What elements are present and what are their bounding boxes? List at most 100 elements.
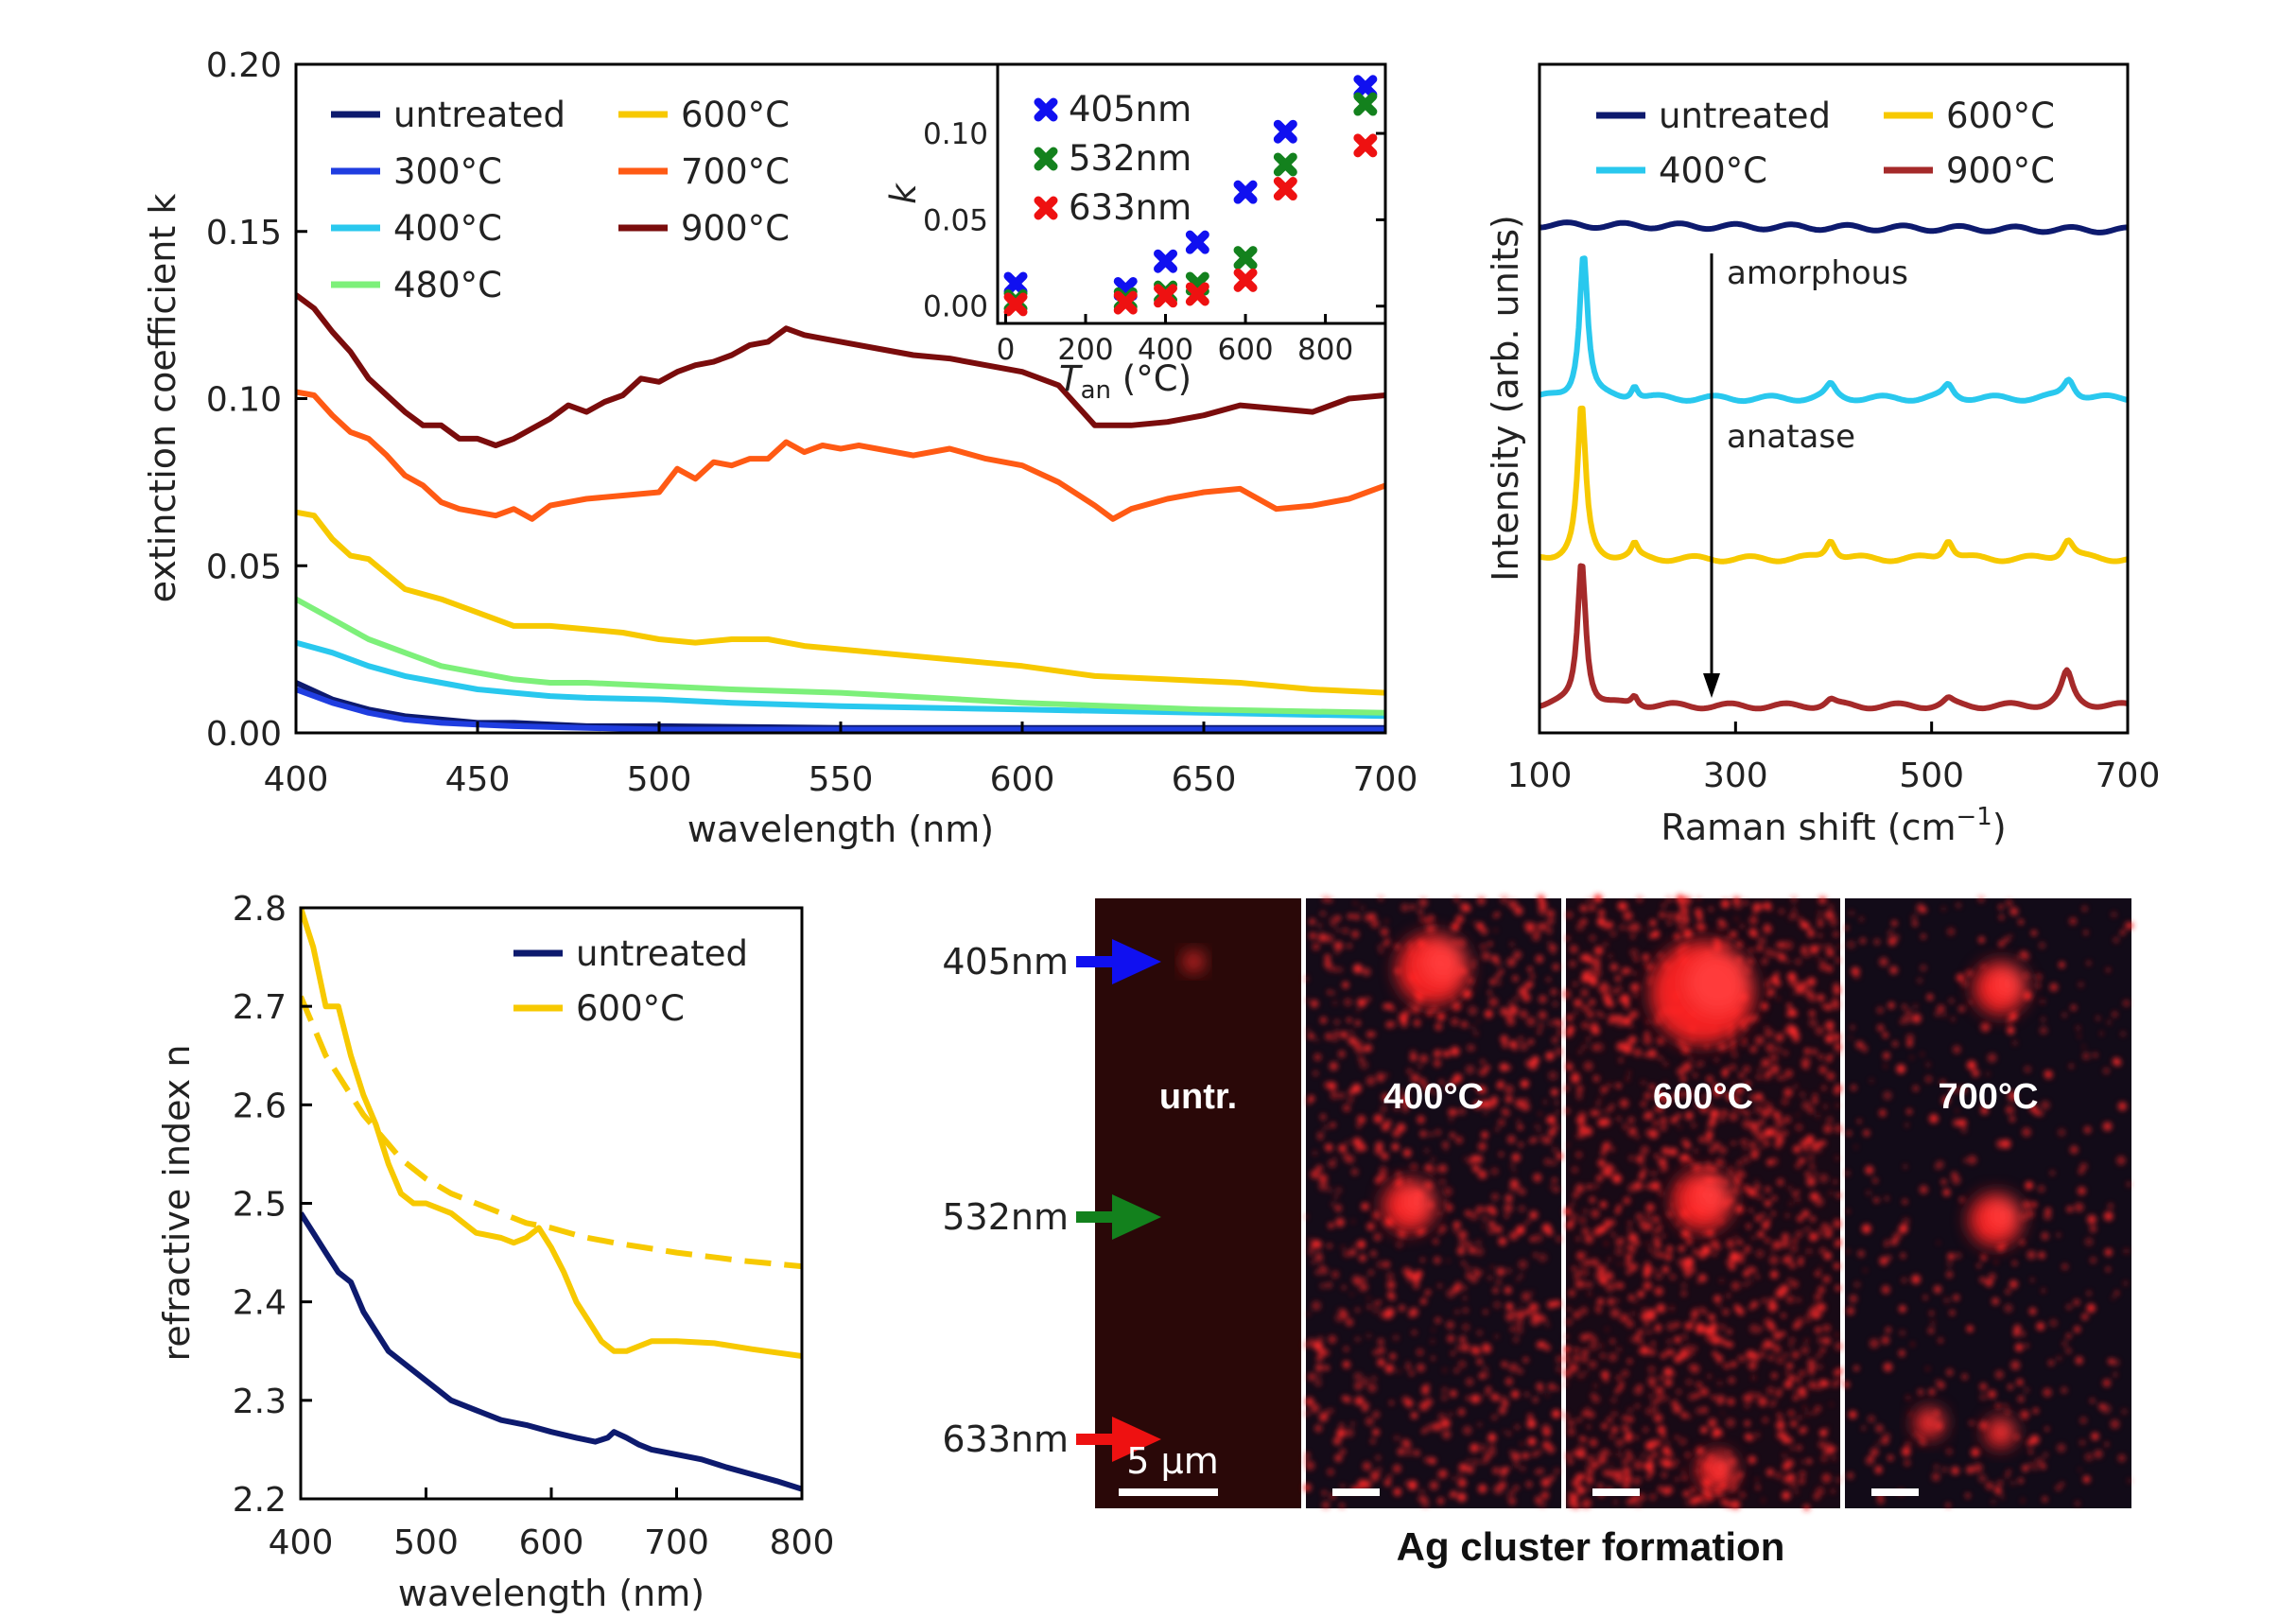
microscopy-panel-3: 700°C bbox=[1843, 896, 2134, 1508]
inset-point-633nm bbox=[1003, 292, 1028, 317]
raman-xlabel-main: Raman shift (cm bbox=[1661, 807, 1956, 848]
extinction-xtick-label: 700 bbox=[1353, 760, 1418, 799]
raman-annotation-amorphous: amorphous bbox=[1727, 254, 1908, 292]
raman-curves bbox=[1539, 219, 2128, 712]
raman-legend-label-untreated: untreated bbox=[1659, 96, 1831, 136]
refractive-xtick-label: 400 bbox=[269, 1523, 334, 1562]
raman-xlabel: Raman shift (cm−1) bbox=[1661, 803, 2006, 848]
inset-xtick-label: 0 bbox=[997, 333, 1016, 367]
raman-legend-label-600C: 600°C bbox=[1946, 96, 2055, 136]
ag-cluster bbox=[1969, 1193, 2022, 1246]
wavelength-label-633nm: 633nm bbox=[942, 1418, 1069, 1460]
panel-extinction: 400 450 500 550 600 650 700 0.00 0.05 0.10 0.15 0.2… bbox=[142, 46, 1418, 850]
refractive-series-untreated-solid bbox=[301, 1211, 802, 1492]
refractive-ytick-label: 2.7 bbox=[233, 988, 287, 1027]
ag-cluster bbox=[1697, 1452, 1735, 1489]
wavelength-arrow-head-633nm bbox=[1112, 1417, 1161, 1462]
inset-xlabel-sub: an bbox=[1081, 376, 1111, 405]
raman-series-untreated bbox=[1539, 219, 2128, 235]
extinction-ytick-label: 0.00 bbox=[206, 715, 282, 754]
wavelength-label-532nm: 532nm bbox=[942, 1196, 1069, 1238]
raman-arrow-head bbox=[1703, 673, 1720, 698]
refractive-series-600C-dashed bbox=[301, 995, 802, 1270]
raman-series-900C bbox=[1539, 563, 2128, 712]
refractive-xtick-label: 600 bbox=[519, 1523, 584, 1562]
inset-legend: 405nm 532nm 633nm bbox=[1034, 89, 1191, 228]
raman-xlabel-end: ) bbox=[1992, 807, 2007, 848]
ag-cluster bbox=[1397, 933, 1469, 1005]
ag-cluster bbox=[1650, 941, 1754, 1045]
inset-point-633nm bbox=[1353, 133, 1378, 158]
ag-cluster bbox=[1184, 952, 1203, 971]
ag-cluster bbox=[1672, 1171, 1732, 1231]
refractive-legend-label-600C: 600°C bbox=[576, 988, 685, 1029]
scale-bar-label: 5 μm bbox=[1126, 1440, 1218, 1482]
wavelength-arrow-shaft-633nm bbox=[1076, 1434, 1116, 1445]
extinction-ylabel: extinction coefficient k bbox=[142, 194, 183, 603]
extinction-legend-label-900C: 900°C bbox=[681, 208, 790, 249]
inset-point-633nm bbox=[1185, 282, 1209, 306]
raman-xtick-label: 100 bbox=[1507, 757, 1573, 795]
microscopy-panel-2: 600°C bbox=[1561, 894, 1844, 1511]
extinction-series-900C bbox=[296, 292, 1385, 448]
refractive-ytick-label: 2.4 bbox=[233, 1284, 287, 1323]
microscopy-caption: Ag cluster formation bbox=[1397, 1524, 1785, 1569]
wavelength-label-405nm: 405nm bbox=[942, 941, 1069, 983]
raman-legend: untreated 400°C 600°C 900°C bbox=[1596, 96, 2055, 191]
inset-point-633nm bbox=[1113, 290, 1138, 315]
raman-xtick-label: 500 bbox=[1899, 757, 1964, 795]
raman-ylabel: Intensity (arb. units) bbox=[1485, 215, 1526, 582]
inset-legend-marker-532nm bbox=[1034, 147, 1058, 171]
microscopy-panel-label: 400°C bbox=[1383, 1077, 1484, 1117]
inset-frame bbox=[996, 62, 1387, 325]
inset-legend-label-405nm: 405nm bbox=[1069, 89, 1191, 130]
ag-cluster bbox=[1974, 962, 2026, 1015]
microscopy-panel-label: 700°C bbox=[1938, 1077, 2038, 1117]
refractive-xlabel: wavelength (nm) bbox=[398, 1573, 704, 1614]
refractive-ytick-label: 2.3 bbox=[233, 1383, 287, 1421]
refractive-xtick-label: 800 bbox=[770, 1523, 835, 1562]
refractive-xtick-label: 700 bbox=[644, 1523, 709, 1562]
extinction-series-400C bbox=[296, 639, 1385, 720]
extinction-xtick-label: 550 bbox=[809, 760, 874, 799]
extinction-series-480C bbox=[296, 596, 1385, 716]
refractive-legend-label-untreated: untreated bbox=[576, 933, 748, 974]
extinction-xtick-label: 500 bbox=[627, 760, 692, 799]
inset-point-532nm bbox=[1273, 152, 1297, 177]
inset-point-405nm bbox=[1273, 119, 1297, 144]
extinction-xtick-label: 450 bbox=[445, 760, 511, 799]
inset-xlabel-unit: (°C) bbox=[1111, 358, 1191, 399]
inset-xtick-label: 600 bbox=[1217, 333, 1273, 367]
refractive-ytick-label: 2.5 bbox=[233, 1186, 287, 1225]
extinction-series-700C bbox=[296, 389, 1385, 522]
inset-legend-marker-633nm bbox=[1034, 196, 1058, 220]
wavelength-arrow-head-405nm bbox=[1112, 939, 1161, 984]
inset-legend-label-633nm: 633nm bbox=[1069, 187, 1191, 228]
refractive-ytick-label: 2.8 bbox=[233, 890, 287, 929]
ag-cluster bbox=[1914, 1408, 1944, 1438]
inset-points bbox=[1003, 75, 1378, 317]
extinction-legend: untreated 300°C 400°C 480°C 600°C 700°C 900°C bbox=[331, 95, 790, 305]
inset-legend-marker-405nm bbox=[1034, 97, 1058, 122]
microscopy-panels: untr. 400°C 600°C 700°C bbox=[1095, 894, 2134, 1511]
refractive-curves bbox=[301, 908, 802, 1492]
inset-point-405nm bbox=[1003, 271, 1028, 296]
inset-point-633nm bbox=[1233, 268, 1258, 292]
extinction-legend-label-300C: 300°C bbox=[393, 151, 502, 192]
inset-point-405nm bbox=[1185, 230, 1209, 254]
inset-point-633nm bbox=[1154, 284, 1178, 308]
ag-cluster bbox=[1383, 1179, 1435, 1232]
inset-xlabel: Tan (°C) bbox=[1059, 358, 1191, 405]
raman-xtick-label: 300 bbox=[1703, 757, 1768, 795]
raman-legend-label-400C: 400°C bbox=[1659, 150, 1767, 191]
inset-point-633nm bbox=[1273, 177, 1297, 201]
extinction-curves bbox=[296, 292, 1385, 733]
refractive-legend: untreated 600°C bbox=[513, 933, 748, 1029]
extinction-legend-label-600C: 600°C bbox=[681, 95, 790, 135]
wavelength-arrow-shaft-532nm bbox=[1076, 1211, 1116, 1223]
inset-ytick-label: 0.05 bbox=[923, 203, 988, 237]
panel-raman: 100 300 500 700 untreated 400°C 600°C 900°C am… bbox=[1485, 62, 2160, 848]
inset-point-405nm bbox=[1353, 75, 1378, 99]
refractive-ylabel: refractive index n bbox=[156, 1045, 198, 1362]
